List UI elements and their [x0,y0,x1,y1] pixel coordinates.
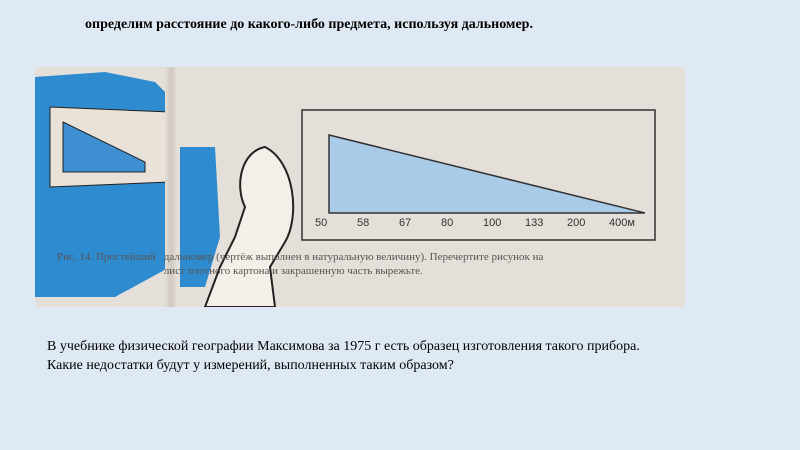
slide-title: определим расстояние до какого-либо пред… [85,17,533,32]
scale-label: 133 [525,217,544,229]
scale-label: 67 [399,217,412,229]
slide-body: В учебнике физической географии Максимов… [47,337,640,375]
body-line: Какие недостатки будут у измерений, выпо… [47,358,454,373]
triangle-scale [328,134,646,214]
scale-label: 100 [483,217,502,229]
book-gutter [165,67,177,307]
scale-label: 400м [609,217,635,229]
sky-right [180,147,220,287]
body-line: В учебнике физической географии Максимов… [47,339,640,354]
scale-label: 58 [357,217,370,229]
boy-figure [203,145,295,307]
figure-caption: Рис. 14. Простейший дальномер (чертёж вы… [57,250,675,278]
scale-label: 200 [567,217,586,229]
rangefinder-illustration [35,72,656,307]
scale-labels: 50 58 67 80 100 133 200 400м [315,217,651,230]
caption-line: дальномер (чертёж выполнен в натуральную… [163,251,544,263]
textbook-photo: 50 58 67 80 100 133 200 400м Рис. 14. Пр… [35,67,685,307]
caption-text: дальномер (чертёж выполнен в натуральную… [164,250,675,278]
caption-line: лист плотного картона и закрашенную част… [163,265,423,277]
scale-box [301,109,656,241]
caption-left: Рис. 14. Простейший [57,251,156,263]
card-window [62,121,146,173]
scale-label: 80 [441,217,454,229]
scale-label: 50 [315,217,328,229]
